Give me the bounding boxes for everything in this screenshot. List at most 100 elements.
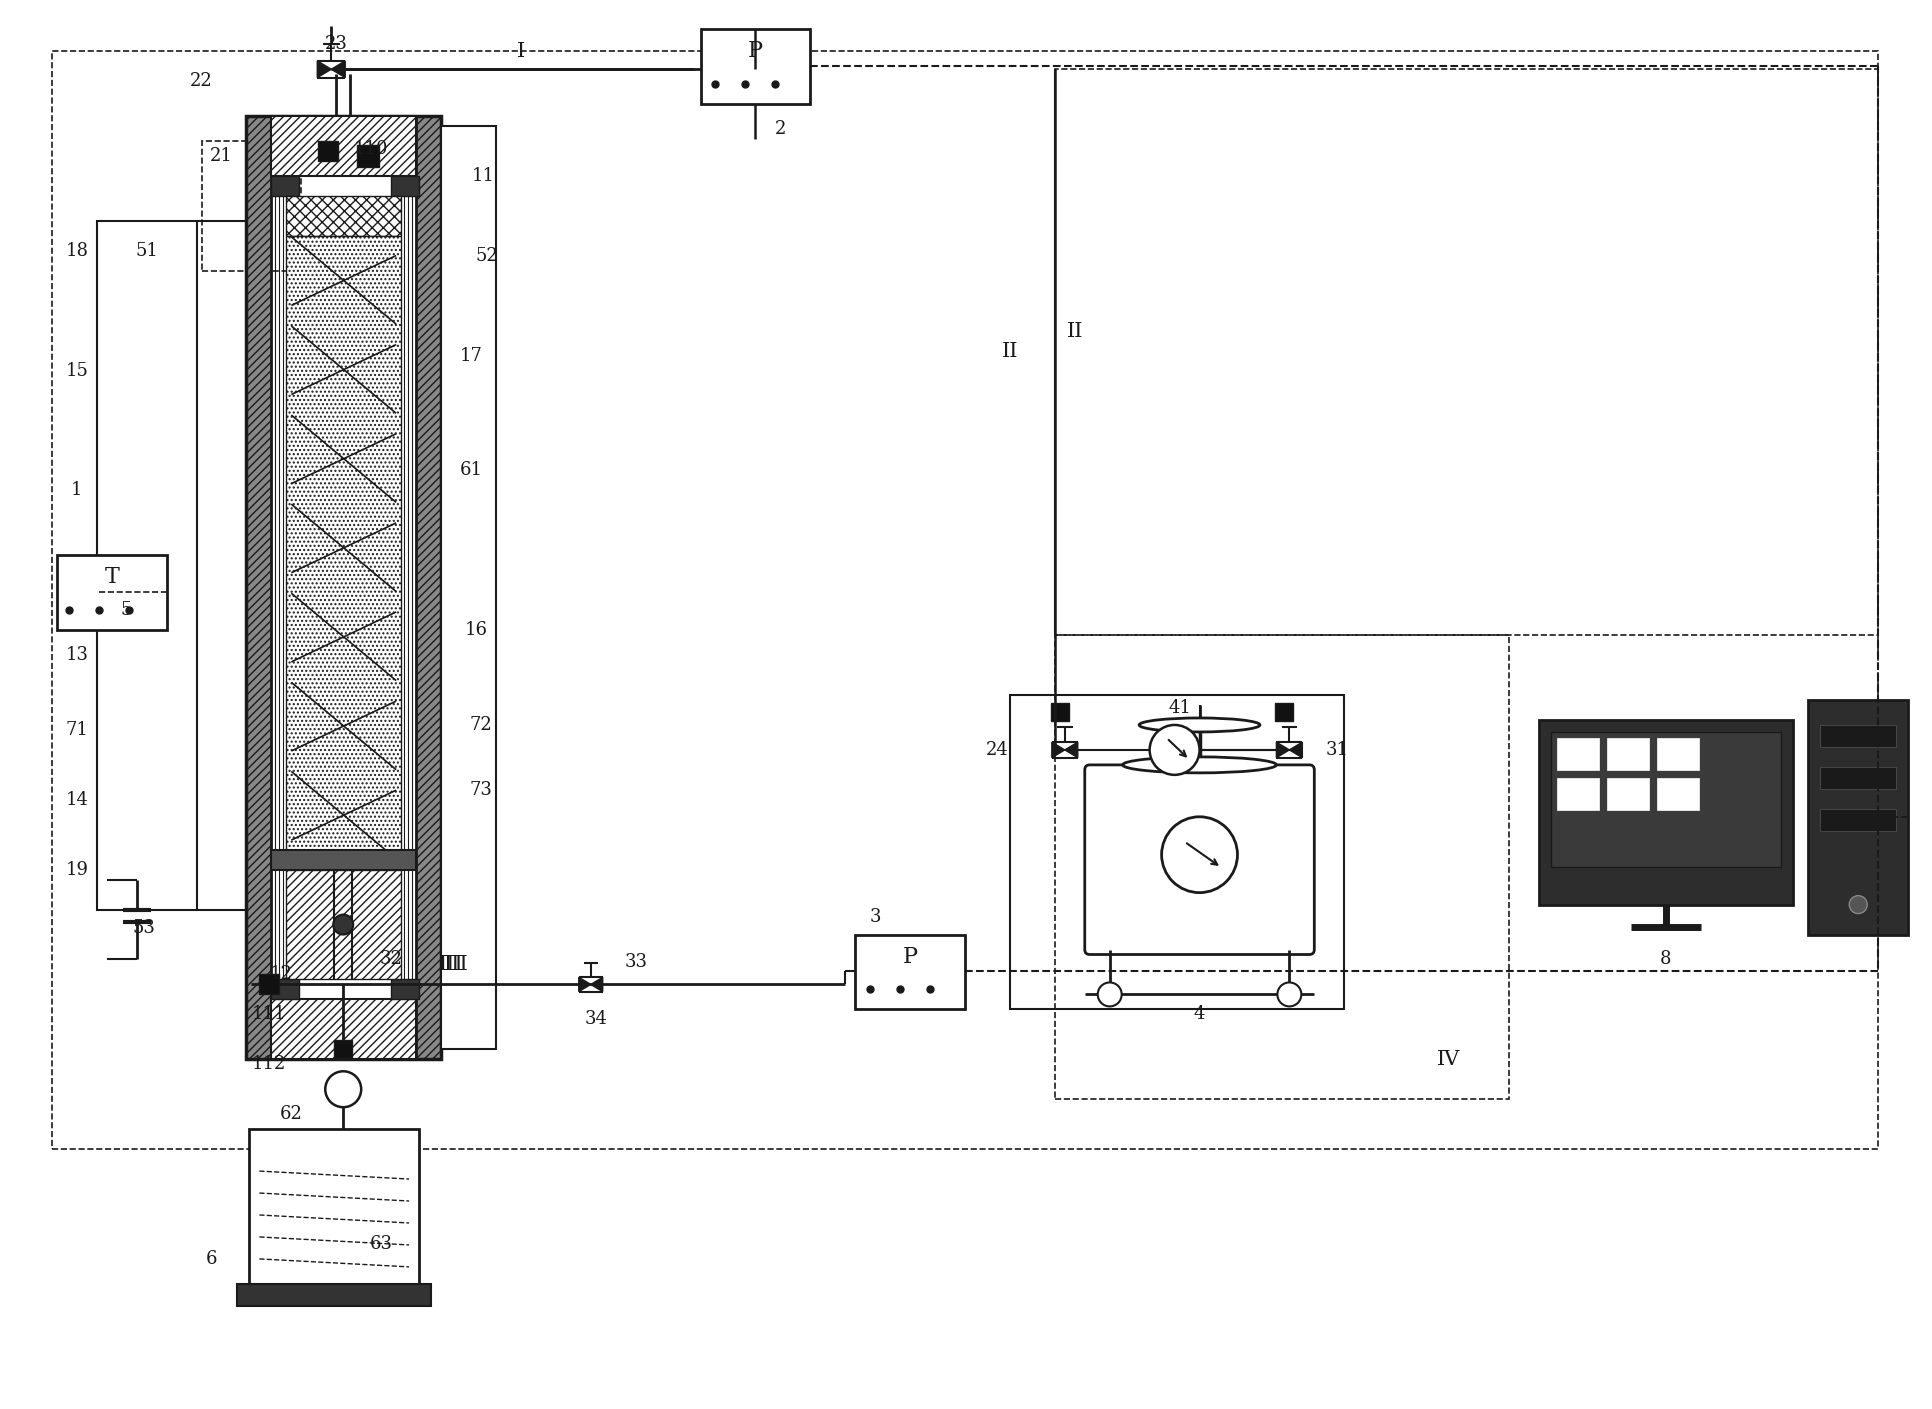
Text: III: III bbox=[439, 955, 464, 974]
Bar bbox=[1551, 731, 1781, 867]
Bar bbox=[286, 196, 402, 235]
Polygon shape bbox=[580, 978, 591, 992]
Bar bbox=[1540, 720, 1793, 905]
Text: T: T bbox=[104, 566, 120, 588]
Text: 34: 34 bbox=[583, 1010, 607, 1029]
Text: 61: 61 bbox=[460, 462, 483, 479]
Polygon shape bbox=[317, 61, 330, 77]
Bar bbox=[286, 235, 402, 859]
Polygon shape bbox=[591, 978, 603, 992]
Bar bbox=[270, 979, 299, 999]
Circle shape bbox=[332, 914, 354, 934]
Text: P: P bbox=[902, 945, 918, 968]
Text: 24: 24 bbox=[985, 741, 1009, 759]
Bar bbox=[334, 1040, 352, 1058]
Text: 72: 72 bbox=[469, 716, 493, 734]
Bar bbox=[1607, 778, 1648, 810]
Bar bbox=[1275, 703, 1293, 721]
Polygon shape bbox=[1065, 743, 1078, 758]
Bar bbox=[286, 869, 402, 979]
Text: 18: 18 bbox=[66, 242, 89, 259]
Bar bbox=[270, 999, 415, 1060]
Text: 22: 22 bbox=[189, 72, 213, 90]
Text: 8: 8 bbox=[1660, 951, 1671, 968]
Bar bbox=[52, 51, 1878, 1150]
Text: 2: 2 bbox=[775, 120, 786, 138]
Text: 71: 71 bbox=[66, 721, 89, 738]
Text: 13: 13 bbox=[66, 647, 89, 664]
Text: I: I bbox=[516, 42, 526, 61]
Text: P: P bbox=[748, 41, 763, 62]
Bar bbox=[270, 176, 299, 196]
Text: 15: 15 bbox=[66, 362, 89, 379]
Text: 17: 17 bbox=[460, 347, 483, 365]
Bar bbox=[390, 176, 419, 196]
Polygon shape bbox=[1277, 743, 1289, 758]
Text: 33: 33 bbox=[624, 954, 647, 971]
Text: 53: 53 bbox=[131, 919, 155, 937]
Bar bbox=[1808, 700, 1909, 934]
Text: III: III bbox=[444, 955, 468, 974]
Circle shape bbox=[1097, 982, 1122, 1006]
Bar bbox=[56, 555, 166, 630]
Bar bbox=[1820, 726, 1895, 747]
Text: 16: 16 bbox=[464, 621, 487, 640]
Bar bbox=[319, 141, 338, 161]
Bar bbox=[1820, 809, 1895, 831]
Bar bbox=[1090, 769, 1310, 950]
Bar bbox=[415, 116, 440, 1060]
Text: 52: 52 bbox=[475, 247, 498, 265]
Bar bbox=[357, 145, 379, 168]
Text: 14: 14 bbox=[66, 790, 89, 809]
Bar bbox=[97, 221, 197, 910]
Text: 73: 73 bbox=[469, 781, 493, 799]
Bar bbox=[247, 116, 270, 1060]
Text: 111: 111 bbox=[253, 1006, 286, 1023]
Polygon shape bbox=[1051, 743, 1065, 758]
Ellipse shape bbox=[1140, 719, 1260, 731]
Text: 32: 32 bbox=[381, 951, 402, 968]
Bar bbox=[270, 116, 415, 176]
Circle shape bbox=[1161, 817, 1238, 893]
Bar bbox=[701, 30, 810, 104]
Text: 12: 12 bbox=[270, 965, 294, 983]
Bar bbox=[390, 979, 419, 999]
Circle shape bbox=[1150, 726, 1200, 775]
Text: 21: 21 bbox=[211, 147, 234, 165]
Bar bbox=[1607, 738, 1648, 769]
Bar bbox=[440, 127, 497, 1050]
Bar bbox=[249, 1129, 419, 1284]
Text: 41: 41 bbox=[1169, 699, 1190, 717]
Text: 6: 6 bbox=[205, 1250, 216, 1268]
Text: 51: 51 bbox=[135, 242, 158, 259]
Text: II: II bbox=[1001, 342, 1018, 361]
Bar bbox=[1820, 766, 1895, 789]
Bar bbox=[1055, 635, 1509, 1099]
Bar bbox=[270, 850, 415, 869]
Polygon shape bbox=[1289, 743, 1302, 758]
Text: 1: 1 bbox=[71, 482, 83, 499]
Ellipse shape bbox=[1122, 757, 1277, 774]
Bar bbox=[1656, 738, 1698, 769]
Text: II: II bbox=[1066, 323, 1084, 341]
Text: IV: IV bbox=[1437, 1050, 1461, 1069]
Bar bbox=[1010, 695, 1345, 1009]
Bar bbox=[856, 934, 964, 1009]
Bar bbox=[1055, 69, 1878, 635]
Text: 3: 3 bbox=[869, 907, 881, 926]
Text: 63: 63 bbox=[369, 1234, 392, 1253]
FancyBboxPatch shape bbox=[1084, 765, 1314, 954]
Circle shape bbox=[1849, 896, 1866, 913]
Text: 62: 62 bbox=[280, 1105, 303, 1123]
Bar bbox=[1051, 703, 1068, 721]
Bar bbox=[201, 141, 301, 271]
Text: 11: 11 bbox=[471, 168, 495, 185]
Circle shape bbox=[325, 1071, 361, 1107]
Bar bbox=[247, 116, 440, 1060]
Bar bbox=[1656, 778, 1698, 810]
Text: 5: 5 bbox=[122, 602, 133, 619]
Bar bbox=[259, 975, 280, 995]
Text: 110: 110 bbox=[354, 139, 388, 158]
Bar bbox=[1557, 738, 1600, 769]
Bar bbox=[238, 1284, 431, 1306]
